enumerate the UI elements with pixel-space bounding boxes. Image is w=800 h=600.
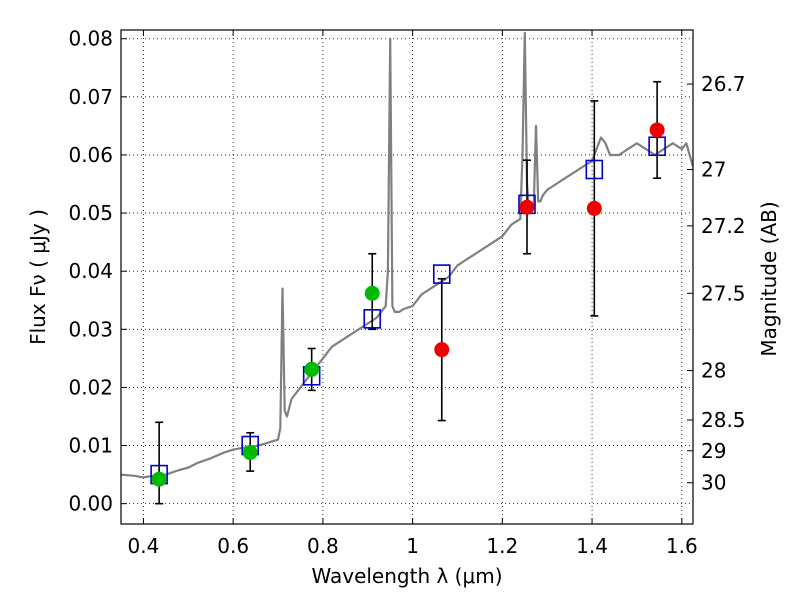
right-tick-label: 27.2 xyxy=(701,214,746,238)
plot-frame xyxy=(120,29,694,525)
x-tick-label: 1 xyxy=(406,534,419,558)
x-axis-label: Wavelength λ (μm) xyxy=(311,564,502,588)
x-tick-label: 0.6 xyxy=(217,534,249,558)
x-tick-label: 1.6 xyxy=(666,534,698,558)
model-square-point xyxy=(363,309,382,329)
x-tick-label: 1.2 xyxy=(486,534,518,558)
detections-point xyxy=(304,361,320,377)
marker-layer xyxy=(150,122,666,487)
measurements-point xyxy=(649,122,665,138)
x-tick-label: 1.4 xyxy=(576,534,608,558)
y-tick-label: 0.01 xyxy=(68,434,113,458)
y-tick-label: 0.00 xyxy=(68,492,113,516)
x-tick-label: 0.8 xyxy=(307,534,339,558)
y-tick-label: 0.05 xyxy=(68,201,113,225)
right-tick-label: 27 xyxy=(701,157,726,181)
right-tick-label: 28.5 xyxy=(701,408,746,432)
measurements-point xyxy=(434,342,450,358)
measurements-point xyxy=(519,199,535,215)
detections-point xyxy=(151,471,167,487)
y-tick-label: 0.02 xyxy=(68,375,113,399)
y-tick-label: 0.06 xyxy=(68,143,113,167)
model-square-point xyxy=(585,159,604,180)
y-tick-label: 0.04 xyxy=(68,259,113,283)
right-tick-label: 28 xyxy=(701,359,726,383)
axis-ticks: 0.4 0.6 0.8 1 1.2 1.4 1.6 0.00 0.01 0.02 0.03 0.04 0… xyxy=(68,27,745,558)
measurements-point xyxy=(586,200,602,216)
x-tick-label: 0.4 xyxy=(128,534,160,558)
right-tick-label: 27.5 xyxy=(701,281,746,305)
y-tick-label: 0.08 xyxy=(68,27,113,51)
right-tick-label: 26.7 xyxy=(701,72,746,96)
right-tick-label: 29 xyxy=(701,439,726,463)
detections-point xyxy=(242,445,258,461)
model-square-point xyxy=(432,264,451,284)
y-tick-label: 0.03 xyxy=(68,317,113,341)
right-tick-label: 30 xyxy=(701,471,726,495)
y-axis-label: Flux Fν ( μJy ) xyxy=(26,209,50,345)
right-axis-label: Magnitude (AB) xyxy=(757,201,781,356)
y-tick-label: 0.07 xyxy=(68,85,113,109)
detections-point xyxy=(364,285,380,301)
